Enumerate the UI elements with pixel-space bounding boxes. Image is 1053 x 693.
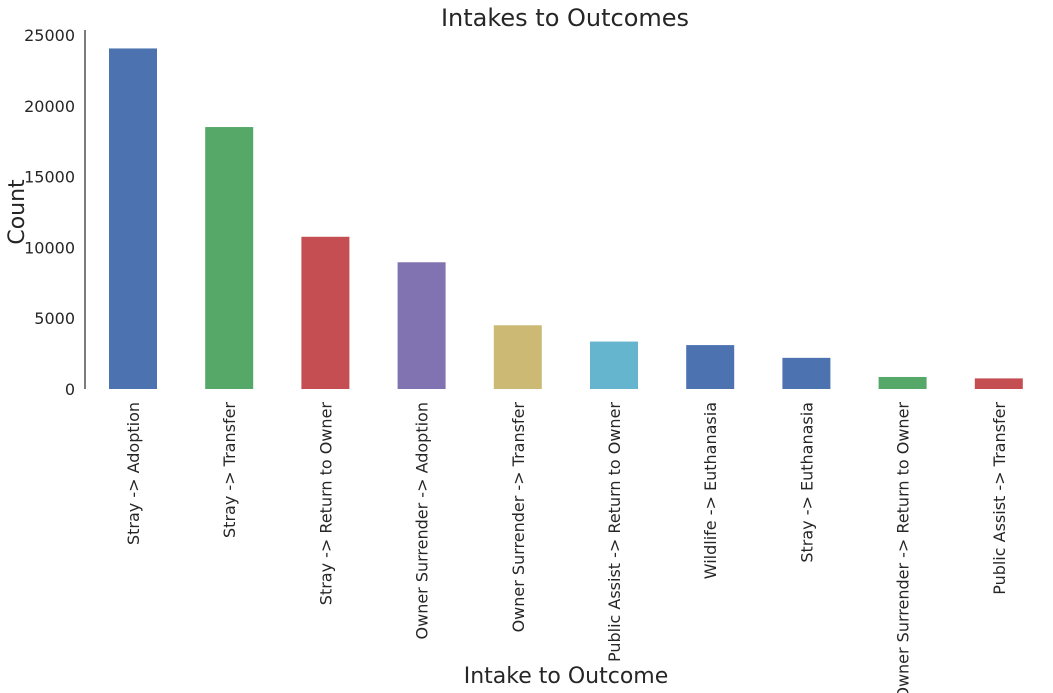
y-tick-label: 15000 <box>24 168 75 187</box>
y-tick-label: 20000 <box>24 97 75 116</box>
bar <box>109 48 157 390</box>
chart-title: Intakes to Outcomes <box>441 4 689 32</box>
bar <box>301 236 350 389</box>
y-tick-label: 5000 <box>34 309 75 328</box>
bar <box>878 376 927 389</box>
bar <box>974 378 1023 389</box>
x-tick-label: Owner Surrender -> Adoption <box>413 402 432 639</box>
y-axis-label: Count <box>5 179 30 245</box>
bars <box>109 48 1023 390</box>
y-tick-label: 0 <box>65 380 75 399</box>
bar <box>493 325 542 389</box>
x-ticks: Stray -> Adoption Stray -> Transfer Stray … <box>124 402 1009 693</box>
x-tick-label: Wildlife -> Euthanasia <box>701 402 720 579</box>
x-tick-label: Stray -> Return to Owner <box>316 402 335 606</box>
x-tick-label: Stray -> Euthanasia <box>797 402 816 563</box>
bar <box>686 345 735 389</box>
y-tick-label: 25000 <box>24 26 75 45</box>
x-tick-label: Public Assist -> Transfer <box>990 402 1009 595</box>
bar <box>590 341 638 389</box>
x-tick-label: Stray -> Transfer <box>220 402 239 538</box>
x-tick-label: Owner Surrender -> Transfer <box>509 402 528 633</box>
x-tick-label: Stray -> Adoption <box>124 402 143 545</box>
y-ticks: 0 5000 10000 15000 20000 25000 <box>24 26 75 399</box>
x-axis-label: Intake to Outcome <box>464 664 669 689</box>
bar <box>397 262 446 389</box>
bar <box>205 127 254 389</box>
bar <box>782 357 831 389</box>
y-tick-label: 10000 <box>24 238 75 257</box>
x-tick-label: Public Assist -> Return to Owner <box>605 402 624 662</box>
x-tick-label: Owner Surrender -> Return to Owner <box>894 402 913 693</box>
